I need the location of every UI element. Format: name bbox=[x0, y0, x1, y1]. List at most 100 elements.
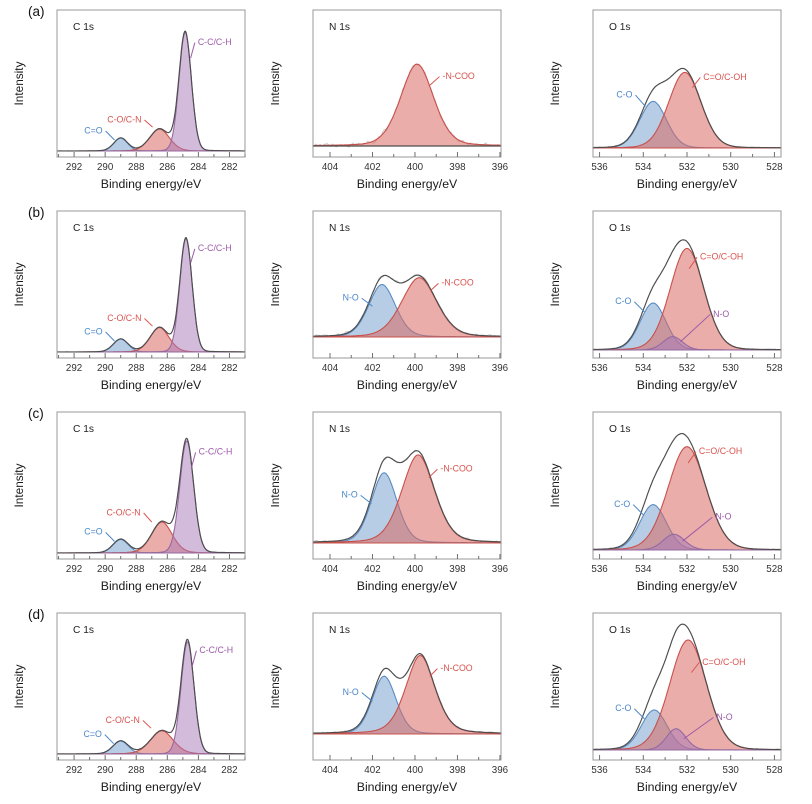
peak-annotation: C=O/C-OH bbox=[702, 657, 745, 667]
x-tick-label: 398 bbox=[449, 162, 466, 173]
annotation-leader-line bbox=[632, 504, 644, 516]
x-tick-label: 534 bbox=[635, 363, 652, 374]
x-tick-label: 284 bbox=[190, 564, 207, 575]
envelope-line bbox=[593, 67, 781, 149]
peak-N-O bbox=[593, 728, 781, 751]
peak-N-O bbox=[593, 336, 781, 351]
annotation-leader-line bbox=[361, 297, 373, 307]
x-tick-label: 398 bbox=[449, 363, 466, 374]
panel-c-c1s: 282 284 286 288 290 292 C 1s Binding energy/eV I… bbox=[12, 411, 246, 593]
x-tick-label: 396 bbox=[492, 765, 509, 776]
x-tick-label: 532 bbox=[679, 162, 695, 173]
annotation-leader-line bbox=[687, 451, 697, 464]
x-axis-label: Binding energy/eV bbox=[101, 177, 202, 191]
peak-annotation: C=O bbox=[83, 729, 101, 739]
x-axis-label: Binding energy/eV bbox=[637, 780, 738, 794]
x-tick-label: 288 bbox=[128, 765, 145, 776]
x-tick-label: 286 bbox=[159, 162, 176, 173]
annotation-leader-line bbox=[105, 331, 115, 342]
x-tick-label: 528 bbox=[766, 363, 783, 374]
x-axis-label: Binding energy/eV bbox=[101, 579, 202, 593]
panel-title: C 1s bbox=[73, 625, 94, 636]
x-tick-label: 282 bbox=[221, 363, 237, 374]
x-tick-label: 292 bbox=[66, 363, 82, 374]
panel-title: O 1s bbox=[609, 424, 631, 435]
x-tick-label: 282 bbox=[221, 564, 237, 575]
annotation-leader-line bbox=[633, 301, 645, 313]
peak-C=O/C-OH bbox=[592, 71, 782, 149]
annotation-leader-line bbox=[682, 516, 713, 542]
x-tick-label: 404 bbox=[322, 162, 339, 173]
panel-b-n1s: 396 398 400 402 404 N 1s Binding energy/eV Inte… bbox=[271, 210, 509, 392]
peak-annotation: C=O/C-OH bbox=[703, 72, 746, 82]
panel-d-c1s: 282 284 286 288 290 292 C 1s Binding energy/eV I… bbox=[12, 612, 246, 794]
y-axis-label: Intensity bbox=[12, 262, 26, 306]
x-tick-label: 398 bbox=[449, 765, 466, 776]
panel-a-c1s: 282 284 286 288 290 292 C 1s Binding energy/eV I… bbox=[12, 9, 246, 191]
x-tick-label: 402 bbox=[364, 363, 380, 374]
peak-annotation: C-O bbox=[614, 499, 630, 509]
peak--N-COO bbox=[312, 654, 502, 735]
x-tick-label: 288 bbox=[128, 363, 145, 374]
peak-annotation: C=O bbox=[84, 527, 102, 537]
x-tick-label: 396 bbox=[492, 363, 509, 374]
x-tick-label: 536 bbox=[591, 564, 608, 575]
peak-annotation: C=O/C-OH bbox=[700, 252, 743, 262]
peak-annotation: C=O bbox=[84, 326, 102, 336]
envelope-line bbox=[57, 30, 245, 152]
y-axis-label: Intensity bbox=[548, 61, 562, 105]
x-tick-label: 400 bbox=[407, 765, 424, 776]
peak--N-COO bbox=[312, 63, 502, 147]
x-tick-label: 404 bbox=[322, 363, 339, 374]
x-tick-label: 402 bbox=[364, 765, 380, 776]
y-axis-label: Intensity bbox=[12, 463, 26, 507]
y-axis-label: Intensity bbox=[548, 664, 562, 708]
peak-annotation: C-O bbox=[615, 296, 631, 306]
envelope-line bbox=[593, 239, 781, 351]
y-axis-label: Intensity bbox=[548, 463, 562, 507]
x-tick-label: 396 bbox=[492, 162, 509, 173]
annotation-leader-line bbox=[144, 119, 153, 128]
x-tick-label: 398 bbox=[449, 564, 466, 575]
peak-annotation: C=O/C-OH bbox=[699, 446, 742, 456]
envelope-line bbox=[593, 433, 781, 551]
annotation-leader-line bbox=[361, 692, 373, 702]
peak-annotation: N-O bbox=[715, 512, 731, 522]
panel-a-o1s: 528 530 532 534 536 O 1s Binding energy/eV Inte… bbox=[548, 9, 783, 191]
envelope-line bbox=[57, 237, 245, 353]
x-tick-label: 532 bbox=[679, 363, 695, 374]
x-tick-label: 528 bbox=[766, 162, 783, 173]
x-tick-label: 284 bbox=[190, 363, 207, 374]
x-tick-label: 290 bbox=[97, 363, 114, 374]
x-tick-label: 532 bbox=[679, 765, 695, 776]
annotation-leader-line bbox=[190, 42, 196, 59]
peak-C=O/C-OH bbox=[592, 639, 782, 751]
annotation-leader-line bbox=[692, 77, 701, 88]
annotation-leader-line bbox=[690, 662, 700, 673]
peak-annotation: C-O/C-N bbox=[107, 313, 141, 323]
x-tick-label: 534 bbox=[635, 162, 652, 173]
peak-annotation: -N-COO bbox=[440, 663, 472, 673]
panel-d-n1s: 396 398 400 402 404 N 1s Binding energy/eV Inte… bbox=[271, 612, 509, 794]
x-axis-label: Binding energy/eV bbox=[357, 177, 458, 191]
panel-title: C 1s bbox=[73, 424, 94, 435]
y-axis-label: Intensity bbox=[271, 664, 282, 708]
y-axis-label: Intensity bbox=[12, 61, 26, 105]
annotation-leader-line bbox=[683, 717, 714, 740]
x-tick-label: 292 bbox=[66, 765, 82, 776]
panel-title: O 1s bbox=[609, 625, 631, 636]
envelope-line bbox=[313, 653, 501, 734]
annotation-leader-line bbox=[105, 532, 115, 542]
peak-annotation: -N-COO bbox=[440, 464, 472, 474]
panel-title: O 1s bbox=[609, 223, 631, 234]
x-tick-label: 536 bbox=[591, 162, 608, 173]
annotation-leader-line bbox=[104, 734, 115, 745]
x-tick-label: 404 bbox=[322, 765, 339, 776]
plot-frame bbox=[312, 210, 502, 359]
x-axis-label: Binding energy/eV bbox=[637, 579, 738, 593]
peak-annotation: C-O bbox=[615, 703, 631, 713]
x-axis-label: Binding energy/eV bbox=[357, 780, 458, 794]
x-tick-label: 290 bbox=[97, 162, 114, 173]
panel-b-o1s: 528 530 532 534 536 O 1s Binding energy/eV Inte… bbox=[548, 210, 783, 392]
